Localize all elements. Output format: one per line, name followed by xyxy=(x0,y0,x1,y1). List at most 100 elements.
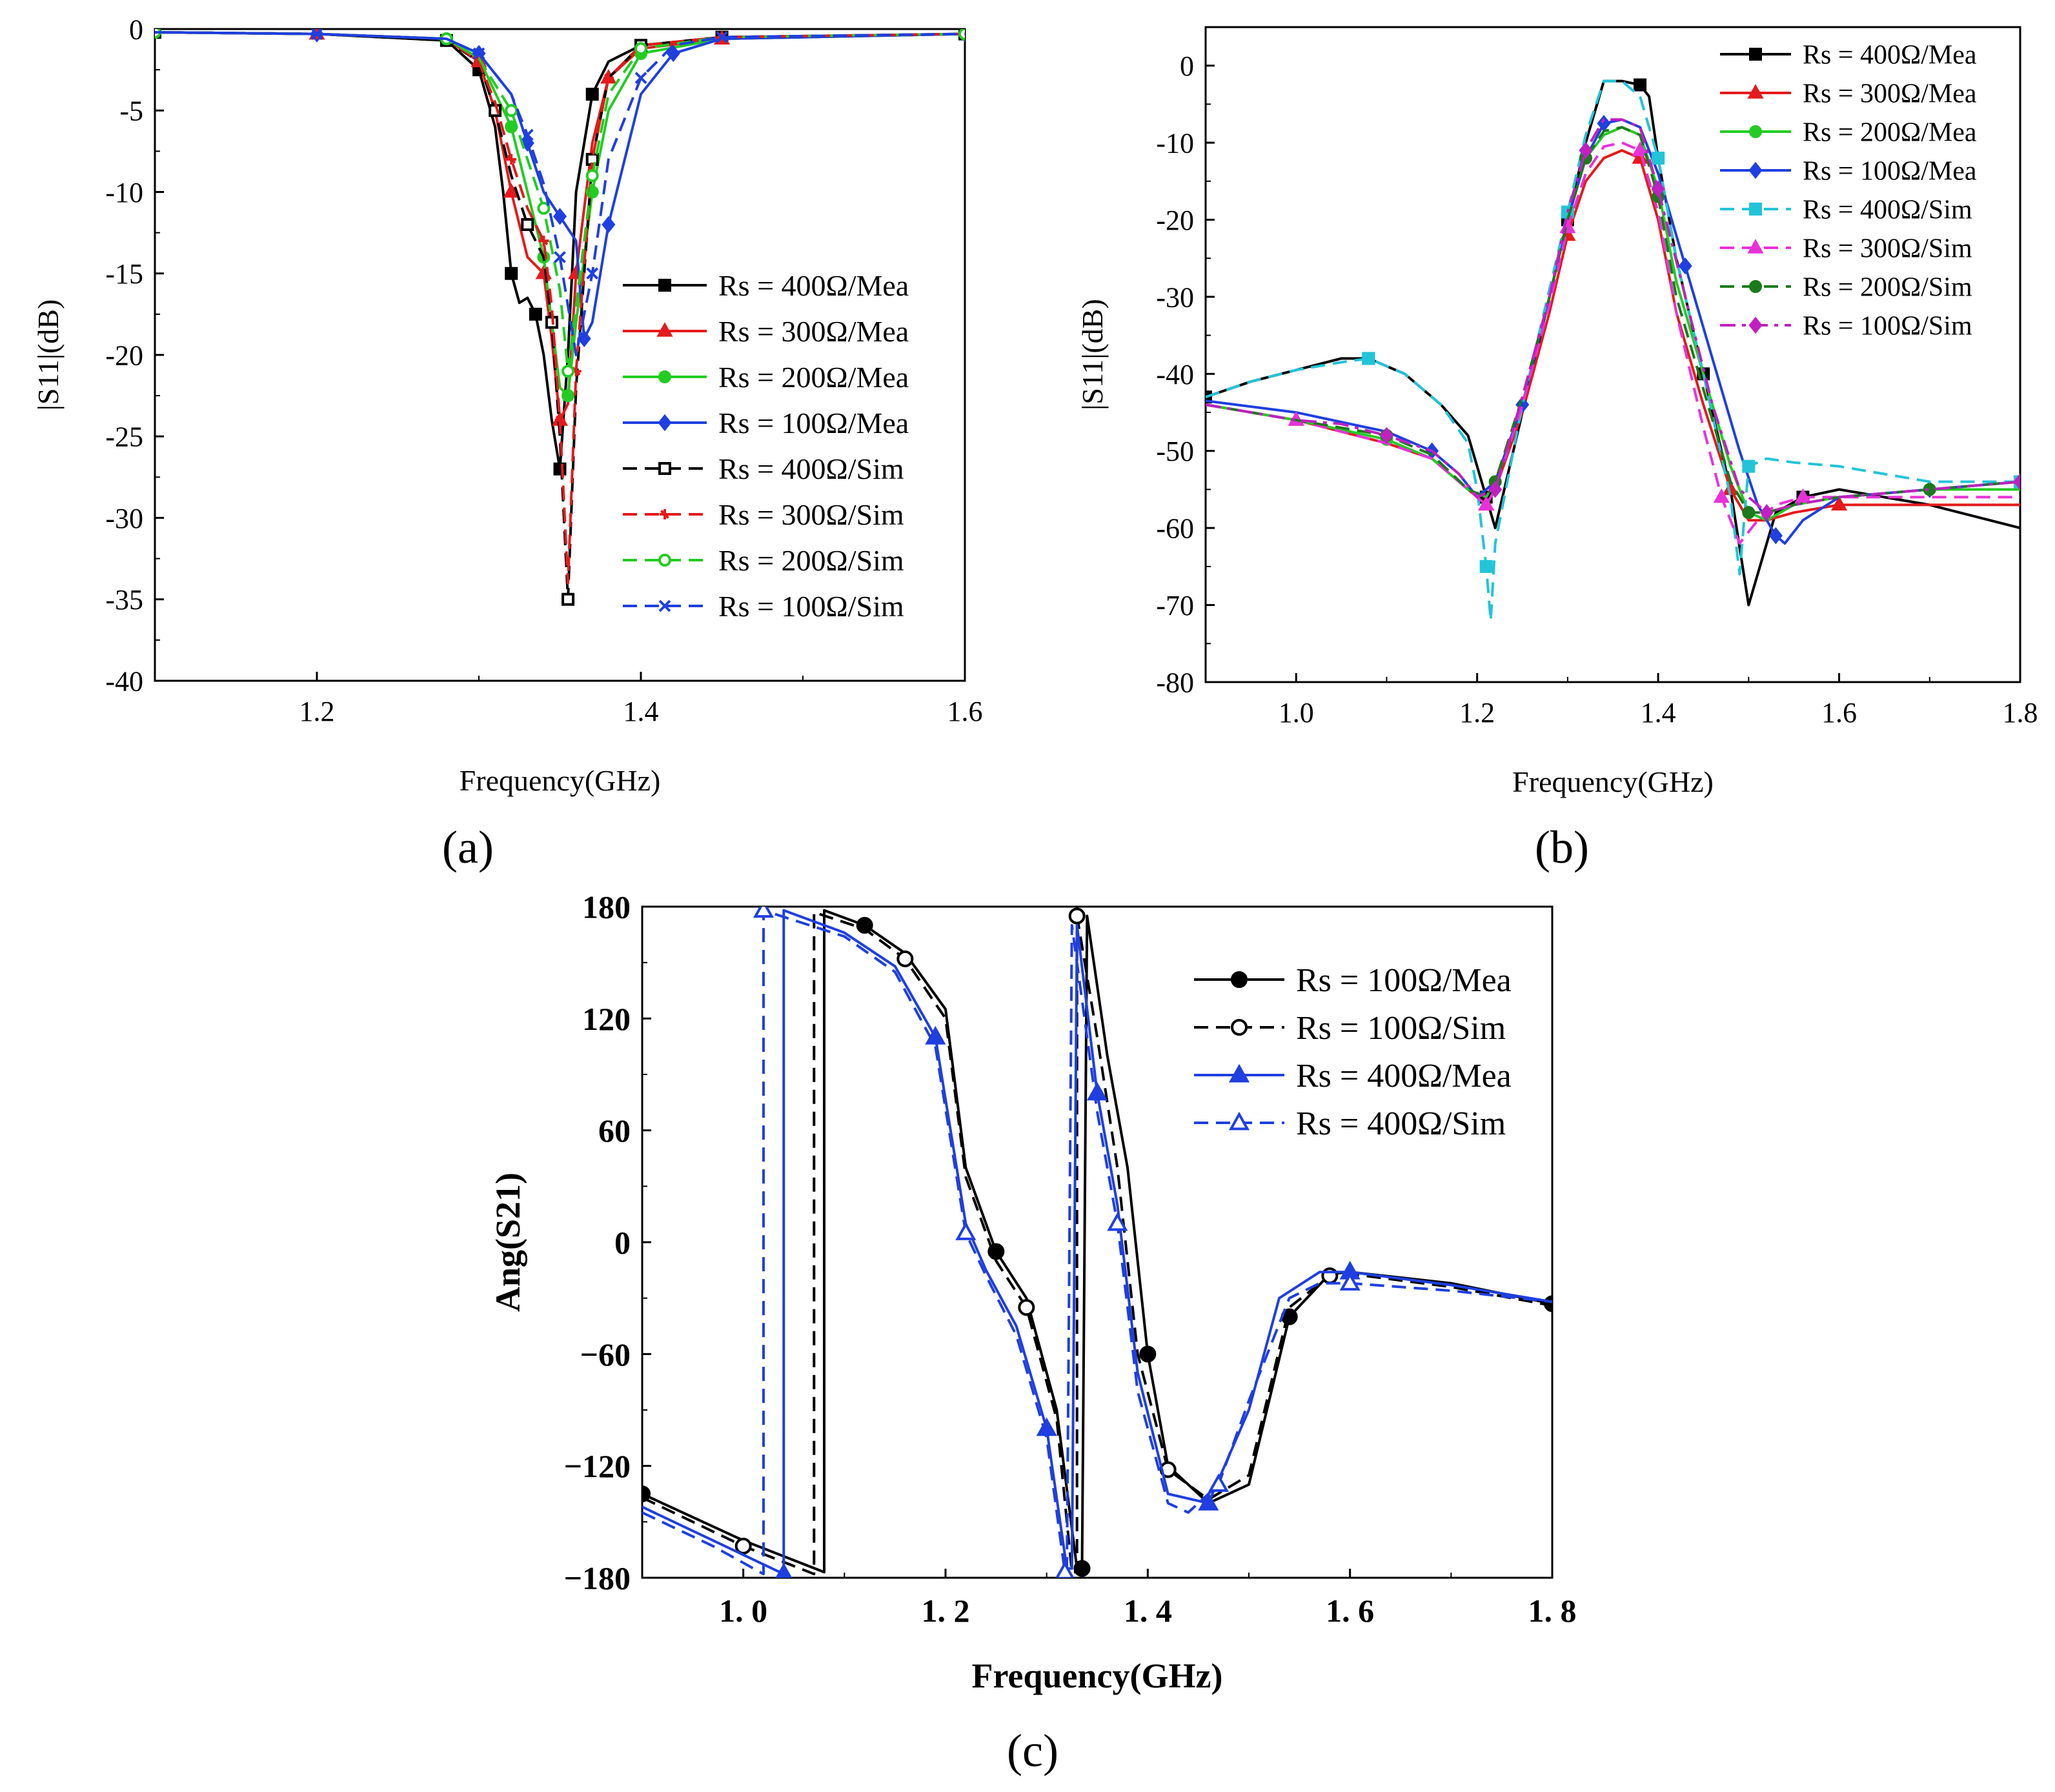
series-marker-8 xyxy=(472,47,485,60)
series-marker-7 xyxy=(585,169,599,183)
series-marker-4 xyxy=(753,907,774,918)
series-marker-3 xyxy=(1198,1492,1219,1511)
legend-label-2: Rs = 300Ω/Mea xyxy=(718,315,909,348)
panel-label-a: (a) xyxy=(442,821,494,873)
y-tick-label: -10 xyxy=(105,177,143,208)
series-marker-4 xyxy=(1208,1473,1230,1492)
y-tick-label: 0 xyxy=(1180,50,1194,82)
series-marker-7 xyxy=(562,365,575,378)
series-marker-8 xyxy=(554,251,566,263)
series-marker-8 xyxy=(1651,180,1665,197)
series-marker-4 xyxy=(1107,1212,1128,1231)
series-marker-8 xyxy=(1579,141,1593,159)
legend-marker-4 xyxy=(1748,161,1763,179)
legend-marker-4 xyxy=(658,414,672,432)
y-tick-label: -10 xyxy=(1156,128,1194,159)
legend-marker-5 xyxy=(658,462,671,475)
x-tick-label: 1. 6 xyxy=(1326,1593,1374,1629)
x-axis-label: Frequency(GHz) xyxy=(972,1656,1223,1695)
series-marker-4 xyxy=(955,1222,977,1240)
series-layer xyxy=(642,907,1552,1578)
x-tick-label: 1.6 xyxy=(1821,697,1857,729)
legend-label-4: Rs = 400Ω/Sim xyxy=(1296,1105,1506,1142)
plot-frame xyxy=(1204,26,2021,683)
panel-label-c: (c) xyxy=(1007,1725,1058,1777)
series-marker-6 xyxy=(1713,488,1730,503)
legend-marker-6 xyxy=(660,509,670,519)
legend-marker-7 xyxy=(658,554,671,567)
x-tick-label: 1. 2 xyxy=(922,1593,970,1629)
legend-marker-8 xyxy=(1748,316,1763,334)
y-axis-label: |S11|(dB) xyxy=(1076,299,1109,410)
legend-marker-3 xyxy=(1749,125,1762,138)
legend-marker-2 xyxy=(1231,1019,1248,1036)
series-marker-1 xyxy=(585,88,599,101)
series-marker-1 xyxy=(529,307,542,321)
series-marker-4 xyxy=(1768,527,1783,545)
panel-label-b: (b) xyxy=(1535,821,1589,873)
legend-marker-3 xyxy=(1228,1063,1250,1083)
series-marker-5 xyxy=(1479,559,1493,573)
series-marker-4 xyxy=(602,216,616,234)
series-marker-2 xyxy=(734,1537,752,1555)
y-tick-label: 0 xyxy=(129,14,143,45)
series-marker-7 xyxy=(537,201,551,215)
legend-label-2: Rs = 100Ω/Sim xyxy=(1296,1010,1506,1047)
y-axis-label: Ang(S21) xyxy=(489,1173,527,1312)
legend-label-5: Rs = 400Ω/Sim xyxy=(718,452,904,485)
series-marker-1 xyxy=(1139,1345,1157,1363)
legend-label-7: Rs = 200Ω/Sim xyxy=(1803,273,1972,303)
legend-label-4: Rs = 100Ω/Mea xyxy=(718,407,909,439)
x-tick-label: 1.2 xyxy=(299,696,335,727)
x-tick-label: 1.4 xyxy=(1641,697,1676,729)
legend-label-6: Rs = 300Ω/Sim xyxy=(1803,234,1972,264)
y-tick-label: -20 xyxy=(105,339,143,371)
series-marker-8 xyxy=(634,72,647,85)
series-line-6 xyxy=(155,31,965,585)
chart-panel-b: 1.0 1.2 1.4 1.6 1.8 0 -10 -20 -30 -40 -50 -60 -70 -80… xyxy=(1076,26,2038,798)
series-marker-8 xyxy=(716,31,728,44)
y-tick-label: -35 xyxy=(105,584,143,616)
x-tick-label: 1.2 xyxy=(1459,697,1495,729)
y-tick-label: -40 xyxy=(105,665,143,697)
legend: Rs = 100Ω/Mea Rs = 100Ω/Sim Rs = 400Ω/Mea R… xyxy=(1194,962,1512,1142)
y-tick-label: -40 xyxy=(1156,359,1194,390)
legend-marker-2 xyxy=(1747,84,1764,99)
series-line-7 xyxy=(155,31,965,373)
series-marker-8 xyxy=(586,267,599,280)
y-tick-label: −180 xyxy=(564,1560,631,1596)
series-marker-6 xyxy=(1478,496,1495,511)
legend-label-1: Rs = 400Ω/Mea xyxy=(1803,41,1977,70)
series-line-8 xyxy=(1206,118,2020,514)
legend-marker-1 xyxy=(658,279,671,292)
series-line-2 xyxy=(642,911,1552,1576)
y-tick-label: -50 xyxy=(1156,436,1194,467)
y-tick-label: 180 xyxy=(582,889,631,925)
x-axis-label: Frequency(GHz) xyxy=(1512,765,1714,798)
legend-label-1: Rs = 100Ω/Mea xyxy=(1296,962,1512,999)
x-tick-label: 1.8 xyxy=(2003,697,2038,729)
series-marker-8 xyxy=(1759,504,1774,521)
series-marker-6 xyxy=(603,72,614,83)
series-marker-7 xyxy=(1742,506,1756,519)
series-marker-1 xyxy=(1073,1560,1091,1577)
series-marker-1 xyxy=(505,267,518,280)
y-tick-label: 60 xyxy=(598,1112,631,1149)
legend-marker-3 xyxy=(658,370,671,383)
y-tick-label: -60 xyxy=(1156,513,1194,545)
series-line-3 xyxy=(155,31,965,398)
y-tick-label: -30 xyxy=(105,503,143,534)
y-tick-label: -70 xyxy=(1156,590,1194,621)
series-marker-2 xyxy=(1018,1299,1035,1316)
series-marker-4 xyxy=(552,208,567,225)
series-marker-4 xyxy=(1678,257,1692,275)
series-layer xyxy=(155,29,965,606)
legend-label-2: Rs = 300Ω/Mea xyxy=(1803,79,1977,109)
series-marker-2 xyxy=(1830,496,1848,511)
x-tick-label: 1.4 xyxy=(623,696,659,727)
legend-label-6: Rs = 300Ω/Sim xyxy=(718,498,904,531)
series-marker-7 xyxy=(634,42,647,55)
series-marker-4 xyxy=(1339,1272,1361,1291)
legend-marker-2 xyxy=(656,322,673,337)
